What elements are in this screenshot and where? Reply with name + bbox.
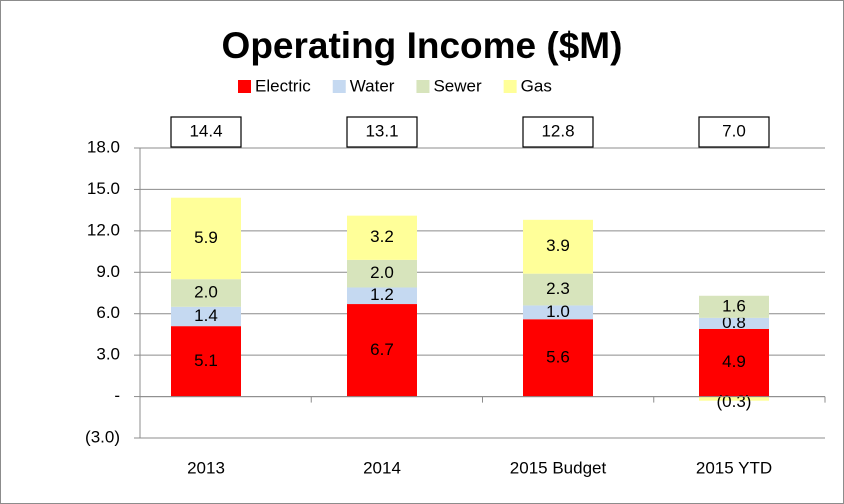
y-tick-label: 6.0 (96, 303, 120, 322)
legend-swatch (238, 80, 251, 93)
data-label: 5.9 (194, 228, 218, 247)
data-label: (0.3) (717, 392, 752, 411)
bar-segment (699, 328, 769, 397)
x-tick-label: 2015 YTD (696, 458, 772, 477)
legend-swatch (332, 80, 346, 93)
total-label: 13.1 (365, 121, 398, 140)
total-box (170, 116, 242, 148)
total-box (346, 116, 418, 148)
y-tick-label: 12.0 (87, 220, 120, 239)
total-box (698, 116, 770, 148)
y-tick-label: - (114, 386, 120, 405)
x-tick-label: 2014 (363, 458, 401, 477)
data-label: 1.4 (194, 306, 218, 325)
bar-segment (347, 304, 417, 397)
chart-title: Operating Income ($M) (222, 25, 623, 66)
bar-segment (699, 295, 769, 318)
data-label: 2.0 (370, 263, 394, 282)
data-label: 1.2 (370, 285, 394, 304)
total-label: 7.0 (722, 121, 746, 140)
data-label: 3.2 (370, 227, 394, 246)
bar-segment (699, 396, 769, 401)
bar-segment (699, 317, 769, 329)
bar-segment (523, 273, 593, 306)
legend-label: Gas (521, 76, 552, 95)
data-label: 5.1 (194, 351, 218, 370)
bar-segment (347, 259, 417, 288)
y-tick-label: 15.0 (87, 179, 120, 198)
bar-segment (171, 306, 241, 327)
legend-swatch (416, 80, 430, 93)
bar-segment (347, 215, 417, 260)
x-tick-label: 2015 Budget (510, 458, 607, 477)
total-label: 12.8 (541, 121, 574, 140)
y-tick-label: 3.0 (96, 345, 120, 364)
bar-segment (347, 287, 417, 305)
bar-segment (171, 197, 241, 280)
data-label: 1.0 (546, 302, 570, 321)
legend-label: Electric (255, 76, 311, 95)
data-label: 6.7 (370, 340, 394, 359)
y-tick-label: (3.0) (85, 427, 120, 446)
bar-segment (523, 305, 593, 320)
data-label: 5.6 (546, 347, 570, 366)
y-tick-label: 9.0 (96, 262, 120, 281)
data-label: 3.9 (546, 236, 570, 255)
legend-label: Water (350, 76, 395, 95)
bar-segment (171, 326, 241, 397)
total-box (522, 116, 594, 148)
bar-segment (523, 219, 593, 274)
bar-segment (523, 319, 593, 397)
legend-label: Sewer (433, 76, 482, 95)
total-label: 14.4 (189, 121, 222, 140)
legend-swatch (503, 80, 517, 93)
data-label: 4.9 (722, 352, 746, 371)
data-label: 1.6 (722, 296, 746, 315)
data-label: 2.3 (546, 279, 570, 298)
y-tick-label: 18.0 (87, 137, 120, 156)
data-label: 2.0 (194, 282, 218, 301)
x-tick-label: 2013 (187, 458, 225, 477)
bar-segment (171, 279, 241, 307)
